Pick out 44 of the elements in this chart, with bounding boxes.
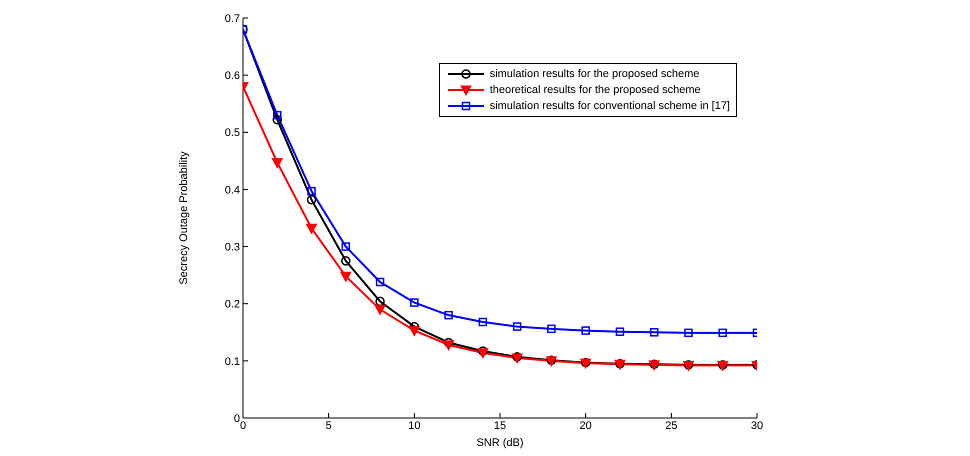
- y-tick-label: 0.4: [224, 184, 240, 196]
- point: [272, 158, 283, 168]
- point: [340, 272, 352, 282]
- point: [376, 278, 384, 286]
- point: [408, 326, 420, 336]
- y-axis-title: Secrecy Outage Probability: [178, 150, 190, 285]
- x-tick-label: 5: [326, 420, 332, 432]
- point: [273, 110, 282, 120]
- x-tick-label: 30: [750, 420, 764, 432]
- point: [374, 304, 386, 315]
- point: [272, 114, 282, 124]
- y-tick-label: 0.5: [224, 127, 240, 140]
- point: [684, 328, 693, 338]
- point: [547, 324, 556, 334]
- legend-label: simulation results for the proposed scheme: [490, 68, 700, 80]
- point: [443, 340, 454, 350]
- y-tick-label: 0.7: [224, 12, 240, 25]
- point: [342, 242, 350, 251]
- legend-label: theoretical results for the proposed scheme: [490, 84, 701, 96]
- point: [306, 224, 318, 234]
- y-tick-label: 0.2: [224, 298, 240, 311]
- point: [307, 186, 316, 196]
- point: [375, 296, 385, 306]
- point: [341, 256, 351, 266]
- x-tick-label: 25: [665, 420, 678, 432]
- point: [306, 194, 316, 204]
- point: [478, 318, 488, 326]
- y-tick-label: 0.1: [224, 356, 240, 368]
- legend-label: simulation results for conventional scheme in [17]: [490, 100, 730, 112]
- point: [581, 326, 590, 335]
- y-tick-label: 0.6: [224, 70, 240, 82]
- x-axis-title: SNR (dB): [476, 437, 524, 449]
- point: [477, 348, 488, 358]
- point: [616, 327, 624, 336]
- point: [512, 322, 522, 331]
- x-tick-label: 15: [494, 420, 506, 432]
- point: [718, 328, 727, 338]
- point: [650, 328, 658, 337]
- x-tick-label: 20: [580, 420, 592, 432]
- point: [478, 346, 488, 356]
- y-tick-label: 0.3: [224, 241, 240, 254]
- point: [444, 310, 453, 320]
- x-tick-label: 10: [408, 420, 420, 432]
- point: [410, 298, 419, 307]
